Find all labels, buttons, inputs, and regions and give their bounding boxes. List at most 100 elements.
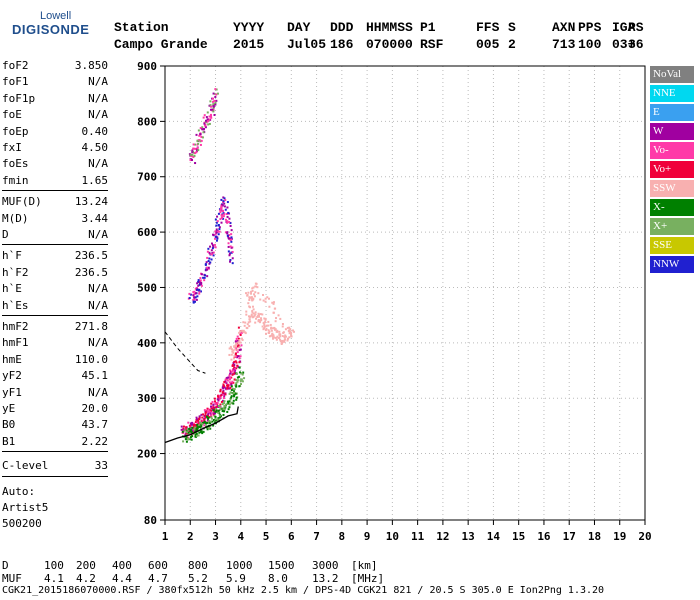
echo-point	[278, 333, 281, 336]
x-tick-label: 5	[263, 530, 270, 543]
echo-point	[228, 252, 231, 255]
echo-point	[237, 344, 240, 347]
header-value: 070000	[366, 37, 413, 52]
param-label: hmF1	[2, 336, 29, 350]
param-label: MUF(D)	[2, 195, 42, 209]
echo-point	[209, 100, 212, 103]
echo-point	[244, 292, 247, 295]
echo-point	[292, 330, 295, 333]
echo-point	[192, 298, 195, 301]
echo-point	[195, 286, 198, 289]
echo-point	[194, 434, 197, 437]
legend-item: X-	[650, 199, 694, 216]
echo-point	[197, 419, 200, 422]
echo-point	[214, 233, 217, 236]
echo-point	[206, 268, 209, 271]
param-label: fmin	[2, 173, 29, 187]
echo-point	[222, 413, 225, 416]
echo-point	[219, 415, 222, 418]
echo-point	[232, 399, 235, 402]
echo-point	[209, 245, 212, 248]
echo-point	[209, 415, 212, 418]
echo-point	[190, 438, 193, 441]
echo-point	[232, 368, 235, 371]
echo-point	[212, 254, 215, 257]
echo-point	[185, 428, 188, 431]
echo-point	[207, 123, 210, 126]
muf-value: 13.2	[312, 572, 339, 585]
header-label: PS	[628, 20, 644, 35]
echo-point	[272, 337, 275, 340]
echo-point	[237, 326, 240, 329]
echo-point	[212, 251, 215, 254]
echo-point	[290, 333, 293, 336]
echo-point	[264, 318, 267, 321]
echo-point	[215, 99, 218, 102]
param-label: M(D)	[2, 211, 29, 225]
echo-point	[238, 366, 241, 369]
echo-point	[212, 105, 215, 108]
header-label: Station	[114, 20, 169, 35]
echo-point	[236, 351, 239, 354]
echo-point	[193, 296, 196, 299]
param-value: N/A	[88, 336, 108, 350]
echo-point	[215, 93, 218, 96]
param-value: 4.50	[81, 141, 109, 154]
legend-item: W	[650, 123, 694, 140]
echo-point	[217, 395, 220, 398]
echo-point	[235, 382, 238, 385]
echo-point	[211, 108, 214, 111]
header-label: PPS	[578, 20, 602, 35]
echo-point	[212, 245, 215, 248]
clevel-row: C-level 33	[2, 458, 108, 474]
echo-point	[210, 258, 213, 261]
echo-point	[251, 305, 254, 308]
muf-value: 4.1	[44, 572, 64, 585]
echo-point	[215, 239, 218, 242]
logo-lowell-text: Lowell	[40, 10, 72, 22]
echo-point	[267, 297, 270, 300]
x-tick-label: 2	[187, 530, 194, 543]
echo-point	[279, 317, 282, 320]
echo-point	[226, 232, 229, 235]
echo-point	[237, 337, 240, 340]
echo-point	[196, 429, 199, 432]
echo-point	[229, 376, 232, 379]
param-separator	[2, 244, 108, 246]
echo-point	[231, 262, 234, 265]
echo-point	[189, 293, 192, 296]
echo-point	[235, 385, 238, 388]
echo-point	[208, 251, 211, 254]
param-value: N/A	[88, 282, 108, 296]
echo-point	[213, 397, 216, 400]
echo-point	[218, 208, 221, 211]
echo-point	[274, 320, 277, 323]
param-separator	[2, 451, 108, 453]
muf-distance: 600	[148, 559, 168, 572]
echo-point	[224, 231, 227, 234]
echo-point	[220, 206, 223, 209]
param-value: 271.8	[74, 320, 108, 333]
echo-point	[220, 203, 223, 206]
echo-point	[201, 416, 204, 419]
echo-point	[232, 392, 235, 395]
echo-point	[230, 229, 233, 232]
echo-point	[206, 419, 209, 422]
echo-point	[248, 296, 251, 299]
echo-point	[284, 335, 287, 338]
param-row: MUF(D) 13.24	[2, 194, 108, 210]
echo-point	[219, 390, 222, 393]
echo-point	[214, 103, 217, 106]
echo-point	[281, 335, 284, 338]
echo-point	[237, 376, 240, 379]
muf-distance: 3000	[312, 559, 339, 572]
echo-point	[267, 329, 270, 332]
echo-point	[224, 199, 227, 202]
header-label: HHMMSS	[366, 20, 413, 35]
echo-point	[286, 326, 289, 329]
echo-point	[200, 425, 203, 428]
echo-point	[215, 406, 218, 409]
echo-point	[217, 212, 220, 215]
echo-point	[215, 221, 218, 224]
header-label: DAY	[287, 20, 311, 35]
